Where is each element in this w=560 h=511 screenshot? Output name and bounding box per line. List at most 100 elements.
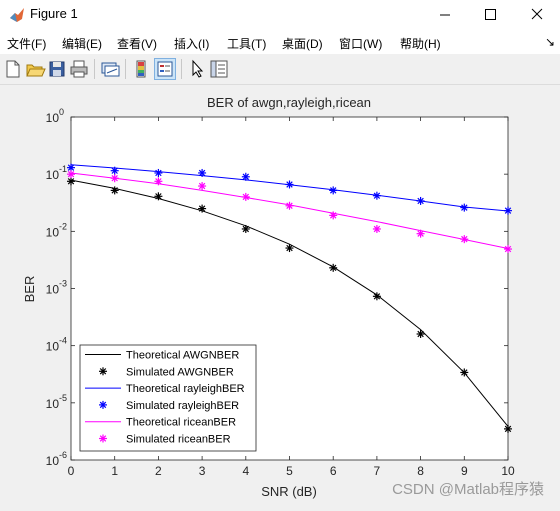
menu-insert[interactable]: 插入(I)	[174, 37, 210, 51]
matlab-app-icon	[10, 8, 24, 22]
menu-desktop[interactable]: 桌面(D)	[282, 37, 323, 51]
menu-file[interactable]: 文件(F)	[7, 37, 47, 51]
open-file-button[interactable]	[24, 58, 46, 80]
maximize-button[interactable]	[468, 0, 514, 30]
maximize-icon	[485, 9, 496, 20]
data-point-marker	[110, 174, 119, 183]
data-point-marker	[154, 192, 163, 201]
y-tick-label: 10	[46, 225, 60, 239]
menu-edit[interactable]: 编辑(E)	[62, 37, 102, 51]
x-tick-label: 4	[242, 464, 249, 478]
data-point-marker	[110, 166, 119, 175]
data-point-marker	[372, 292, 381, 301]
legend-button[interactable]	[154, 58, 176, 80]
figure-canvas: 0 1 2 3 4 5 6 7 8 9 10 10 0 10 -1 10 -2 10 -3 10 -4 10 -5 10 -6 …	[0, 85, 560, 506]
data-point-marker	[198, 204, 207, 213]
y-tick-label: 10	[46, 397, 60, 411]
legend-label: Simulated rayleighBER	[126, 400, 239, 412]
y-tick-label: 10	[46, 340, 60, 354]
y-tick-exponent: -6	[59, 450, 67, 460]
x-tick-label: 6	[330, 464, 337, 478]
minimize-icon	[440, 14, 450, 16]
data-point-marker	[329, 186, 338, 195]
data-point-marker	[99, 400, 107, 409]
link-plot-button[interactable]	[99, 58, 121, 80]
x-axis-label: SNR (dB)	[261, 484, 317, 499]
menu-tools[interactable]: 工具(T)	[227, 37, 267, 51]
data-point-marker	[241, 224, 250, 233]
property-inspector-icon	[210, 60, 228, 78]
close-icon	[531, 8, 543, 20]
data-point-marker	[504, 424, 512, 433]
x-tick-label: 8	[417, 464, 424, 478]
x-tick-label: 5	[286, 464, 293, 478]
y-axis-label: BER	[22, 276, 37, 303]
menu-window[interactable]: 窗口(W)	[339, 37, 383, 51]
x-tick-label: 2	[155, 464, 162, 478]
link-plot-icon	[101, 62, 120, 77]
legend-label: Theoretical rayleighBER	[126, 383, 245, 395]
data-point-marker	[504, 245, 512, 254]
edit-plot-button[interactable]	[186, 58, 208, 80]
save-icon	[49, 61, 65, 77]
legend-label: Simulated AWGNBER	[126, 366, 234, 378]
x-tick-label: 1	[111, 464, 118, 478]
menu-dock-arrow[interactable]: ↘	[545, 35, 556, 49]
data-point-marker	[372, 191, 381, 200]
data-point-marker	[416, 329, 425, 338]
data-point-marker	[154, 168, 163, 177]
data-point-marker	[99, 434, 107, 443]
legend-box	[79, 344, 257, 452]
print-icon	[70, 60, 88, 78]
property-inspector-button[interactable]	[208, 58, 230, 80]
legend-label: Theoretical AWGNBER	[126, 350, 239, 362]
menu-bar: 文件(F) 编辑(E) 查看(V) 插入(I) 工具(T) 桌面(D) 窗口(W…	[0, 30, 560, 54]
data-point-marker	[285, 244, 294, 253]
y-tick-exponent: -4	[59, 336, 67, 346]
data-point-marker	[67, 170, 75, 179]
data-point-marker	[154, 177, 163, 186]
watermark: CSDN @Matlab程序猿	[392, 481, 544, 498]
data-point-marker	[329, 263, 338, 272]
menu-help[interactable]: 帮助(H)	[400, 37, 441, 51]
data-point-marker	[460, 368, 469, 377]
window-title: Figure 1	[30, 6, 78, 21]
legend-entries: Theoretical AWGNBER Simulated AWGNBER Theo…	[85, 350, 245, 446]
menu-view[interactable]: 查看(V)	[117, 37, 157, 51]
data-point-marker	[329, 211, 338, 220]
y-tick-exponent: -5	[59, 393, 67, 403]
data-point-marker	[460, 235, 469, 244]
data-point-marker	[372, 224, 381, 233]
legend-icon	[157, 61, 173, 77]
y-tick-label: 10	[46, 283, 60, 297]
data-point-marker	[416, 229, 425, 238]
data-point-marker	[198, 182, 207, 191]
data-point-marker	[241, 192, 250, 201]
data-point-marker	[504, 206, 512, 215]
toolbar-separator	[125, 59, 126, 79]
data-point-marker	[198, 168, 207, 177]
data-point-marker	[110, 186, 119, 195]
minimize-button[interactable]	[422, 0, 468, 30]
y-tick-label: 10	[46, 111, 60, 125]
save-button[interactable]	[46, 58, 68, 80]
data-point-marker	[285, 201, 294, 210]
title-bar: Figure 1	[0, 0, 560, 30]
legend[interactable]: Theoretical AWGNBER Simulated AWGNBER Theo…	[79, 344, 257, 452]
data-point-marker	[99, 367, 107, 376]
toolbar-separator	[94, 59, 95, 79]
y-tick-exponent: -1	[59, 164, 67, 174]
data-point-marker	[460, 203, 469, 212]
new-figure-icon	[6, 60, 20, 78]
colorbar-button[interactable]	[130, 58, 152, 80]
edit-plot-pointer-icon	[192, 59, 204, 78]
series-layer	[67, 163, 512, 433]
x-tick-label: 10	[501, 464, 515, 478]
toolbar-separator	[181, 59, 182, 79]
print-button[interactable]	[68, 58, 90, 80]
new-figure-button[interactable]	[2, 58, 24, 80]
legend-label: Theoretical riceanBER	[126, 417, 236, 429]
data-point-marker	[241, 172, 250, 181]
close-button[interactable]	[514, 0, 560, 30]
